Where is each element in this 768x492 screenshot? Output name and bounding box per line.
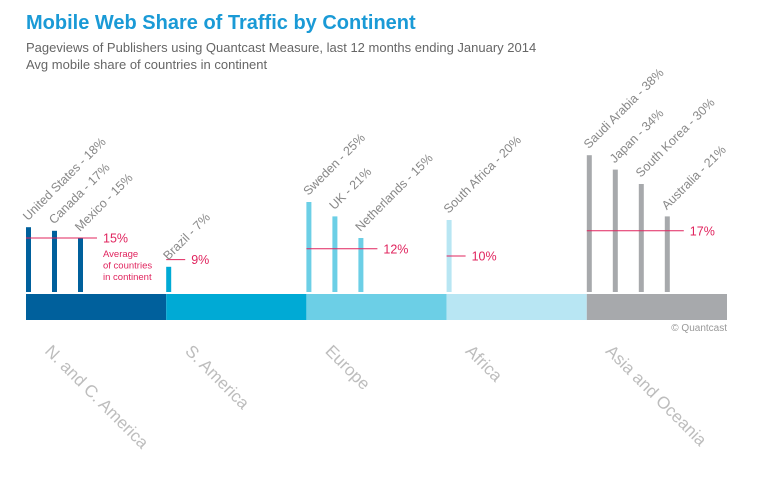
quantcast-credit: © Quantcast: [671, 323, 727, 334]
continent-label-asia-and-oceania: Asia and Oceania: [602, 341, 711, 450]
bar-sweden: [306, 202, 312, 292]
bar-united-states: [26, 227, 31, 292]
chart-title: Mobile Web Share of Traffic by Continent: [26, 12, 416, 34]
chart-subtitle-2: Avg mobile share of countries in contine…: [26, 57, 268, 72]
bar-mexico: [78, 238, 83, 292]
band-segment-africa: [446, 294, 587, 320]
average-note-line: of countries: [103, 261, 152, 272]
average-note-line: Average: [103, 249, 138, 260]
bar-australia: [664, 216, 670, 292]
bar-uk: [332, 216, 338, 292]
bar-saudi-arabia: [586, 155, 592, 292]
average-value-africa: 10%: [472, 250, 497, 264]
bar-label-south-africa: South Africa - 20%: [441, 133, 524, 216]
band-segment-n-and-c-america: [26, 294, 167, 320]
bar-label-netherlands: Netherlands - 15%: [353, 151, 436, 234]
chart-subtitle: Pageviews of Publishers using Quantcast …: [26, 40, 536, 55]
average-value-n-and-c-america: 15%: [103, 232, 128, 246]
bar-brazil: [166, 266, 172, 292]
continent-label-s-america: S. America: [181, 341, 253, 413]
band-segment-europe: [306, 294, 447, 320]
average-value-asia-and-oceania: 17%: [690, 224, 715, 238]
bar-netherlands: [358, 238, 364, 292]
band-segment-asia-and-oceania: [586, 294, 727, 320]
band-segment-s-america: [166, 294, 307, 320]
continent-label-africa: Africa: [462, 341, 507, 386]
average-note-line: in continent: [103, 272, 152, 283]
continent-band: [26, 294, 727, 320]
average-value-europe: 12%: [383, 242, 408, 256]
continent-label-n-and-c-america: N. and C. America: [41, 341, 152, 452]
bars-layer: [26, 155, 684, 292]
bar-canada: [52, 230, 57, 292]
average-value-s-america: 9%: [191, 253, 209, 267]
bar-south-korea: [638, 184, 644, 292]
continent-label-europe: Europe: [322, 341, 374, 393]
